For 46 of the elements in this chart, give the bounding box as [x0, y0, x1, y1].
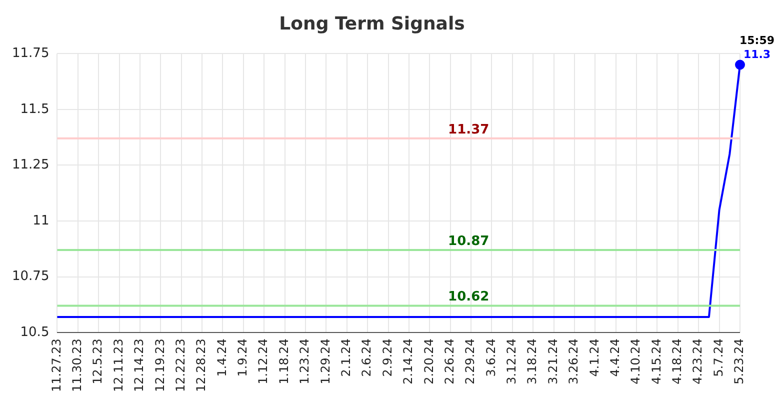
x-tick-label: 3.18.24: [525, 338, 540, 384]
x-tick-label: 1.12.24: [256, 338, 270, 384]
x-tick-label: 2.29.24: [463, 338, 478, 384]
x-tick-label: 2.20.24: [422, 338, 436, 384]
x-tick-label: 4.1.24: [587, 338, 602, 377]
x-tick-label: 2.6.24: [360, 338, 374, 377]
x-tick-label: 2.9.24: [380, 338, 394, 377]
ref-line-label: 10.62: [448, 290, 490, 305]
x-tick-label: 12.5.23: [90, 338, 105, 384]
text: 11.3: [743, 48, 771, 62]
y-tick-label: 11.25: [12, 158, 50, 173]
x-tick-label: 12.19.23: [152, 338, 167, 392]
x-tick-label: 4.23.24: [690, 338, 705, 384]
x-tick-label: 5.7.24: [711, 338, 726, 377]
ref-line-label: 10.87: [448, 234, 490, 249]
ref-line-label: 11.37: [448, 122, 490, 138]
x-tick-label: 12.14.23: [132, 338, 146, 392]
x-tick-label: 3.21.24: [546, 338, 560, 384]
text: 15:59: [739, 34, 775, 48]
x-tick-label: 1.29.24: [318, 338, 332, 384]
y-tick-label: 11.75: [12, 46, 50, 61]
x-tick-label: 1.9.24: [236, 338, 250, 377]
x-tick-label: 12.11.23: [111, 338, 126, 392]
x-tick-label: 2.14.24: [401, 338, 416, 384]
x-tick-label: 3.26.24: [566, 338, 581, 384]
x-tick-label: 11.27.23: [49, 338, 64, 392]
y-tick-label: 11: [32, 213, 50, 228]
x-tick-label: 11.30.23: [70, 338, 84, 392]
x-tick-label: 4.10.24: [628, 338, 643, 384]
x-tick-label: 3.6.24: [484, 338, 498, 377]
y-tick-label: 10.75: [12, 269, 50, 284]
y-tick-label: 10.5: [20, 324, 50, 340]
x-tick-label: 4.18.24: [670, 338, 684, 384]
x-tick-label: 1.4.24: [214, 338, 229, 377]
chart-title: Long Term Signals: [279, 13, 465, 34]
x-tick-label: 12.22.23: [173, 338, 188, 392]
x-tick-label: 1.23.24: [298, 338, 312, 384]
x-tick-label: 12.28.23: [194, 338, 208, 392]
y-tick-label: 11.5: [20, 102, 50, 117]
x-tick-label: 2.26.24: [442, 338, 456, 384]
x-tick-label: 3.12.24: [504, 338, 519, 384]
x-tick-label: 4.4.24: [608, 338, 622, 377]
x-tick-label: 4.15.24: [649, 338, 664, 384]
x-tick-label: 5.23.24: [732, 338, 746, 384]
x-tick-label: 1.18.24: [276, 338, 291, 384]
x-tick-label: 2.1.24: [339, 338, 354, 377]
